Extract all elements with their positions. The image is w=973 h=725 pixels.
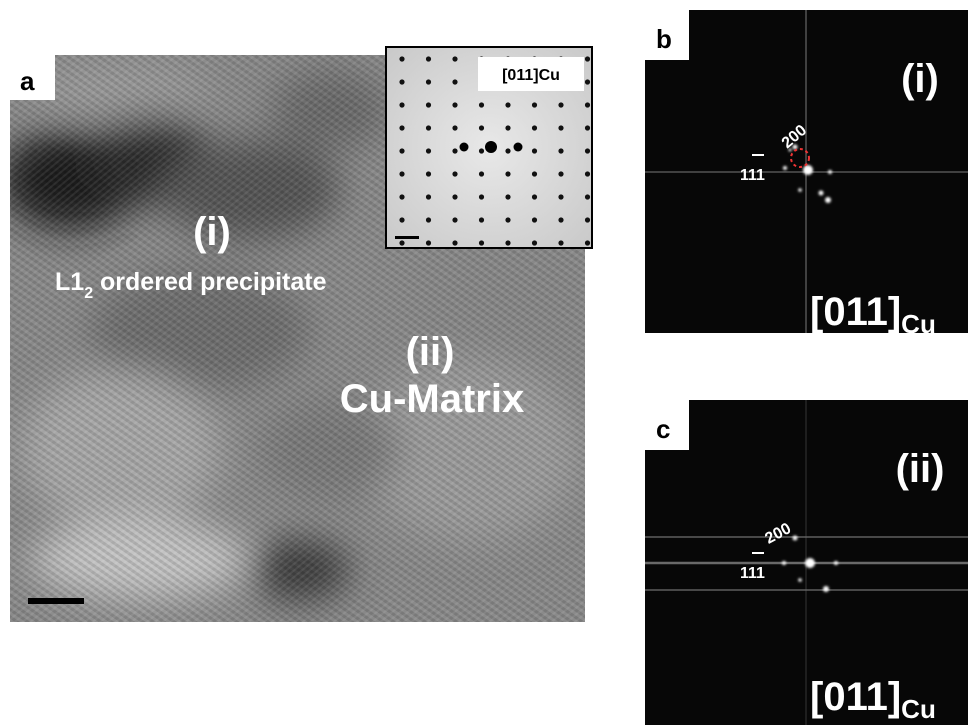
matrix-label: Cu-Matrix bbox=[340, 377, 524, 421]
inset-label: [011]Cu bbox=[502, 67, 560, 84]
panel-label: a bbox=[20, 66, 35, 96]
scale-bar bbox=[395, 236, 419, 239]
label-sub: 2 bbox=[84, 285, 93, 302]
label-main: L1 bbox=[55, 268, 84, 296]
panel-label: c bbox=[656, 414, 670, 444]
zone-main: [011] bbox=[810, 290, 901, 334]
region-label: (ii) bbox=[896, 447, 945, 491]
region-label: (i) bbox=[193, 210, 231, 254]
zone-sub: Cu bbox=[901, 694, 936, 724]
label-rest: ordered precipitate bbox=[93, 268, 326, 296]
panel-c: c (ii) 200 111 [011]Cu bbox=[645, 400, 968, 725]
region-label: (ii) bbox=[406, 330, 455, 374]
inset: [011]Cu bbox=[386, 47, 592, 248]
figure: a (i) L12 ordered precipitate (ii) Cu-Ma… bbox=[0, 0, 973, 725]
zone-main: [011] bbox=[810, 675, 901, 719]
region-label: (i) bbox=[901, 57, 939, 101]
panel-a: a (i) L12 ordered precipitate (ii) Cu-Ma… bbox=[0, 47, 592, 622]
scale-bar bbox=[28, 598, 84, 604]
panel-label: b bbox=[656, 24, 672, 54]
reflection-label: 111 bbox=[740, 167, 765, 184]
panel-b: b (i) 200 111 [011]Cu bbox=[645, 10, 968, 339]
zone-sub: Cu bbox=[901, 309, 936, 339]
reflection-label: 111 bbox=[740, 565, 765, 582]
